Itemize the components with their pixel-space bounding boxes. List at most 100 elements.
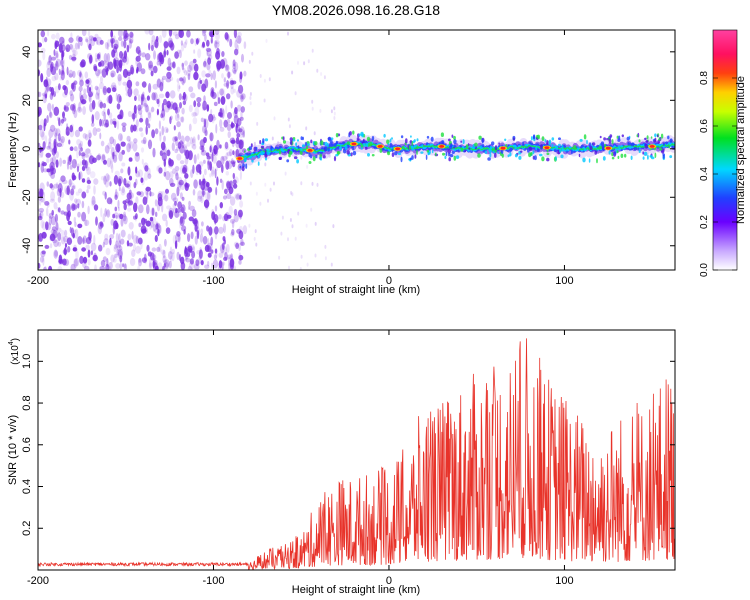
spectrogram-x-ticks: -200 -100 0 100 xyxy=(27,30,574,287)
noise-blob xyxy=(89,54,93,64)
noise-blob xyxy=(55,60,59,71)
ridge-speckle xyxy=(397,152,402,156)
noise-blob xyxy=(291,70,294,75)
noise-blob xyxy=(91,195,96,206)
ridge-speckle xyxy=(494,149,497,153)
noise-blob xyxy=(172,31,178,36)
noise-blob xyxy=(62,235,69,243)
noise-blob xyxy=(133,138,138,144)
ridge-speckle xyxy=(366,136,371,142)
noise-blob xyxy=(226,93,231,100)
noise-blob xyxy=(126,180,132,190)
noise-blob xyxy=(306,262,309,267)
noise-blob xyxy=(126,143,131,153)
noise-blob xyxy=(79,99,86,105)
noise-blob xyxy=(77,106,83,113)
noise-blob xyxy=(284,171,287,176)
noise-blob xyxy=(176,121,181,128)
noise-blob xyxy=(184,155,189,165)
noise-blob xyxy=(180,256,185,265)
noise-blob xyxy=(125,91,131,97)
noise-blob xyxy=(96,154,101,161)
noise-blob xyxy=(58,117,61,127)
ridge-speckle xyxy=(335,140,338,145)
noise-blob xyxy=(121,149,125,155)
ridge-speckle xyxy=(642,151,644,155)
ridge-speckle xyxy=(374,146,377,150)
x-tick-label: 100 xyxy=(555,575,573,587)
noise-blob xyxy=(230,100,233,109)
noise-blob xyxy=(238,128,243,133)
snr-y-scale-exponent: 4 xyxy=(8,341,15,345)
ridge-speckle xyxy=(296,139,300,142)
noise-blob xyxy=(41,231,47,239)
noise-blob xyxy=(46,78,52,87)
ridge-speckle xyxy=(546,157,550,162)
noise-blob xyxy=(156,108,159,116)
noise-blob xyxy=(107,108,110,116)
ridge-speckle xyxy=(250,143,253,148)
noise-blob xyxy=(140,177,144,183)
ridge-speckle xyxy=(244,150,246,153)
noise-blob xyxy=(130,64,134,75)
noise-blob xyxy=(72,175,77,181)
noise-blob xyxy=(255,191,258,196)
ridge-speckle xyxy=(501,153,504,158)
noise-blob xyxy=(119,213,124,220)
noise-blob xyxy=(68,69,74,78)
ridge-speckle xyxy=(365,142,369,147)
noise-blob xyxy=(129,39,133,44)
noise-blob xyxy=(223,256,228,261)
noise-blob xyxy=(113,244,118,250)
noise-blob xyxy=(93,252,97,261)
noise-blob xyxy=(115,215,118,220)
ridge-speckle xyxy=(644,144,648,149)
noise-blob xyxy=(195,259,200,267)
noise-blob xyxy=(74,258,80,267)
noise-blob xyxy=(90,122,95,127)
noise-blob xyxy=(201,221,204,227)
noise-blob xyxy=(300,254,303,259)
ridge-speckle xyxy=(308,152,311,158)
noise-blob xyxy=(136,191,142,196)
noise-blob xyxy=(106,210,109,216)
noise-blob xyxy=(44,36,48,43)
noise-blob xyxy=(159,130,162,137)
noise-blob xyxy=(182,100,187,106)
ridge-speckle xyxy=(327,136,332,142)
ridge-speckle xyxy=(522,141,524,146)
noise-blob xyxy=(161,152,167,162)
noise-blob xyxy=(165,188,169,194)
noise-blob xyxy=(179,102,182,109)
noise-blob xyxy=(181,196,185,201)
noise-blob xyxy=(269,187,272,192)
noise-blob xyxy=(85,244,90,250)
noise-blob xyxy=(128,175,133,181)
noise-blob xyxy=(207,252,212,258)
noise-blob xyxy=(281,215,284,220)
noise-blob xyxy=(90,36,96,47)
noise-blob xyxy=(80,140,83,148)
ridge-speckle xyxy=(257,155,260,159)
noise-blob xyxy=(159,35,162,43)
noise-blob xyxy=(84,71,89,79)
noise-blob xyxy=(120,40,124,47)
noise-blob xyxy=(145,186,151,192)
noise-blob xyxy=(188,61,195,71)
noise-blob xyxy=(196,97,202,103)
ridge-speckle xyxy=(453,155,457,161)
noise-blob xyxy=(62,111,65,119)
noise-blob xyxy=(60,118,65,124)
noise-blob xyxy=(264,162,267,167)
noise-blob xyxy=(214,30,220,35)
noise-blob xyxy=(159,224,162,234)
noise-blob xyxy=(214,168,217,179)
noise-blob xyxy=(205,192,211,201)
ridge-speckle xyxy=(411,141,414,146)
noise-blob xyxy=(109,237,112,246)
noise-blob xyxy=(204,33,207,42)
noise-blob xyxy=(106,157,112,168)
noise-blob xyxy=(110,155,113,165)
noise-blob xyxy=(177,201,183,209)
noise-blob xyxy=(88,132,92,139)
